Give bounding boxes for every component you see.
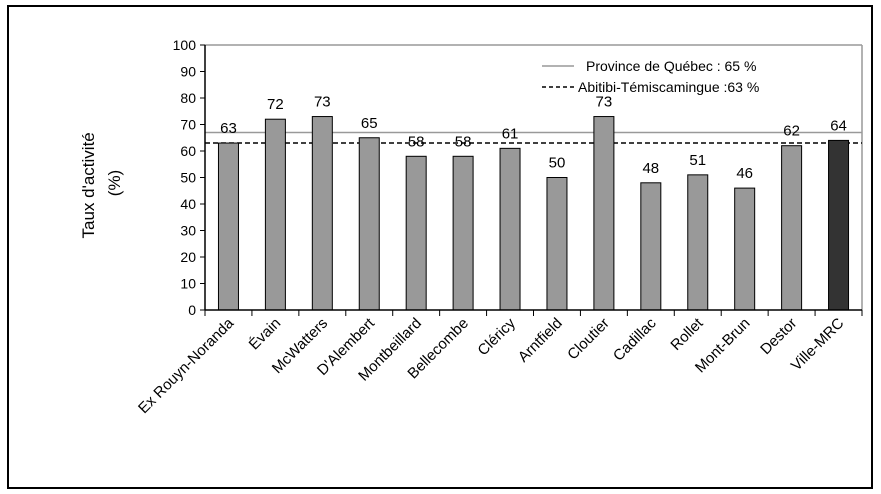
- data-label: 46: [736, 165, 753, 182]
- y-tick-label: 0: [188, 302, 196, 318]
- y-axis-title-line-2: (%): [105, 170, 124, 196]
- bar: [687, 174, 709, 311]
- bar: [358, 137, 380, 311]
- data-label: 58: [408, 133, 425, 150]
- bar: [546, 177, 568, 311]
- y-tick-label: 60: [180, 143, 196, 159]
- data-label: 48: [642, 160, 659, 177]
- data-label: 65: [361, 115, 378, 132]
- bar: [217, 142, 239, 311]
- data-label: 61: [502, 125, 519, 142]
- bar: [264, 118, 286, 311]
- bar: [593, 116, 615, 311]
- data-label: 50: [549, 155, 566, 172]
- bar: [734, 187, 756, 311]
- data-label: 58: [455, 133, 472, 150]
- legend: Province de Québec : 65 % Abitibi-Témisc…: [542, 58, 759, 95]
- y-axis-title-line-1: Taux d'activité: [79, 132, 98, 238]
- bar: [405, 155, 427, 311]
- x-tick-label: Cloutier: [564, 315, 613, 364]
- legend-label-province: Province de Québec : 65 %: [586, 58, 756, 74]
- bar: [452, 155, 474, 311]
- data-label: 62: [783, 123, 800, 140]
- chart-frame: [7, 5, 873, 489]
- bar: [640, 182, 662, 311]
- bar: [311, 116, 333, 311]
- x-tick-label: Ex Rouyn-Noranda: [135, 314, 238, 417]
- y-tick-label: 90: [180, 64, 196, 80]
- y-tick-label: 70: [180, 117, 196, 133]
- y-tick-label: 30: [180, 223, 196, 239]
- x-tick-label: Cléricy: [474, 314, 519, 359]
- x-tick-label: Destor: [757, 315, 800, 358]
- x-tick-label: Cadillac: [610, 314, 660, 364]
- y-tick-label: 10: [180, 276, 196, 292]
- x-tick-label: Rollet: [667, 314, 707, 354]
- data-label: 73: [314, 94, 331, 111]
- y-axis-title: Taux d'activité (%): [79, 128, 124, 239]
- y-tick-label: 50: [180, 170, 196, 186]
- bar: [828, 139, 850, 311]
- data-label: 73: [596, 94, 613, 111]
- y-tick-label: 40: [180, 196, 196, 212]
- x-tick-label: Arntfield: [515, 315, 566, 366]
- data-label: 63: [220, 120, 237, 137]
- y-tick-label: 20: [180, 249, 196, 265]
- data-label: 72: [267, 96, 284, 113]
- data-label: 51: [689, 152, 706, 169]
- bar: [781, 145, 803, 311]
- y-tick-label: 80: [180, 90, 196, 106]
- y-tick-label: 100: [173, 37, 197, 53]
- bar: [499, 147, 521, 311]
- data-label: 64: [830, 117, 847, 134]
- x-tick-label: Évain: [246, 315, 285, 354]
- legend-label-abitibi: Abitibi-Témiscamingue :63 %: [578, 79, 759, 95]
